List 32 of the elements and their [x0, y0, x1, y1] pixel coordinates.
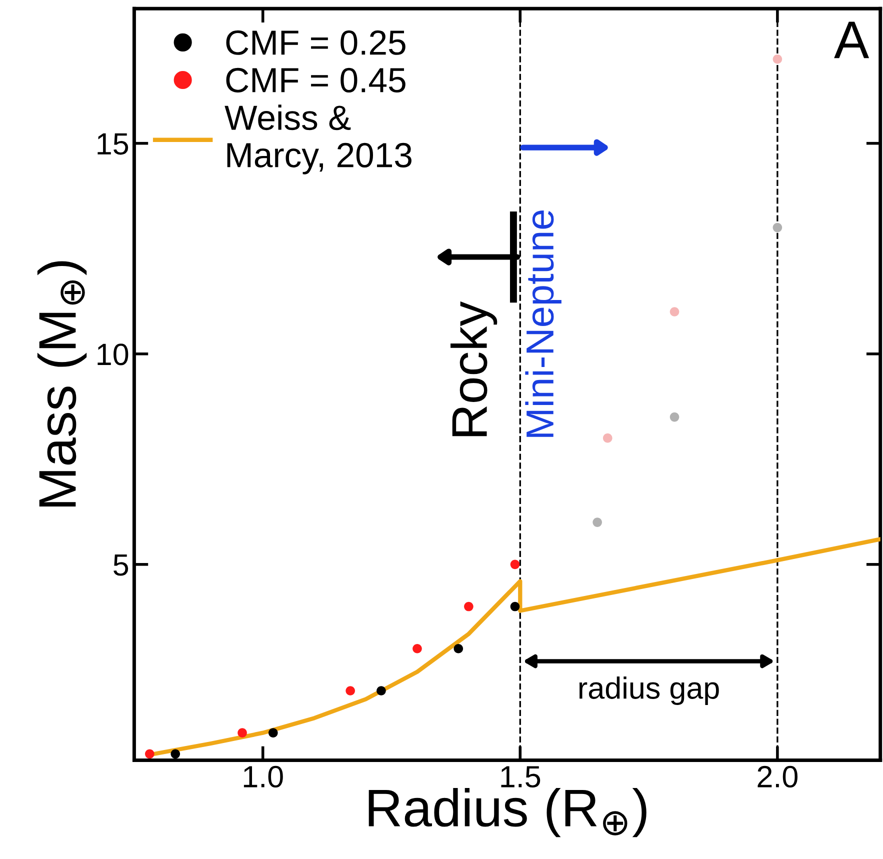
x-tick-label: 1.5: [501, 766, 540, 788]
y-tick-label: 5: [114, 554, 128, 576]
point: [454, 644, 464, 654]
annotation: radius gap: [579, 676, 719, 705]
legend-label: CMF = 0.45: [226, 68, 406, 93]
x-axis-title: Radius (R$_{⊕}$): [368, 788, 646, 838]
point: [602, 433, 612, 443]
legend-label: Weiss & Marcy, 2013: [224, 104, 412, 174]
point: [464, 602, 474, 612]
point: [238, 728, 247, 738]
x-tick-label: 1.0: [244, 766, 283, 788]
y-tick-label: 10: [98, 344, 128, 366]
annotation: Mini-Neptune: [525, 210, 562, 437]
legend-label: CMF = 0.25: [226, 30, 406, 55]
point: [412, 644, 422, 654]
y-axis-title: Mass (M$_{⊕}$): [37, 261, 87, 506]
point: [144, 749, 154, 759]
point: [376, 686, 386, 696]
point: [772, 222, 782, 232]
point: [510, 602, 520, 612]
point: [268, 728, 278, 738]
point: [510, 560, 520, 570]
y-tick-label: 15: [98, 133, 128, 155]
point: [670, 412, 680, 422]
point: [592, 518, 602, 527]
point: [346, 686, 355, 696]
point: [670, 307, 680, 316]
x-tick-label: 2.0: [758, 766, 798, 788]
annotation: A: [834, 22, 870, 58]
annotation: Rocky: [450, 301, 498, 436]
point: [170, 749, 180, 759]
point: [772, 54, 782, 64]
